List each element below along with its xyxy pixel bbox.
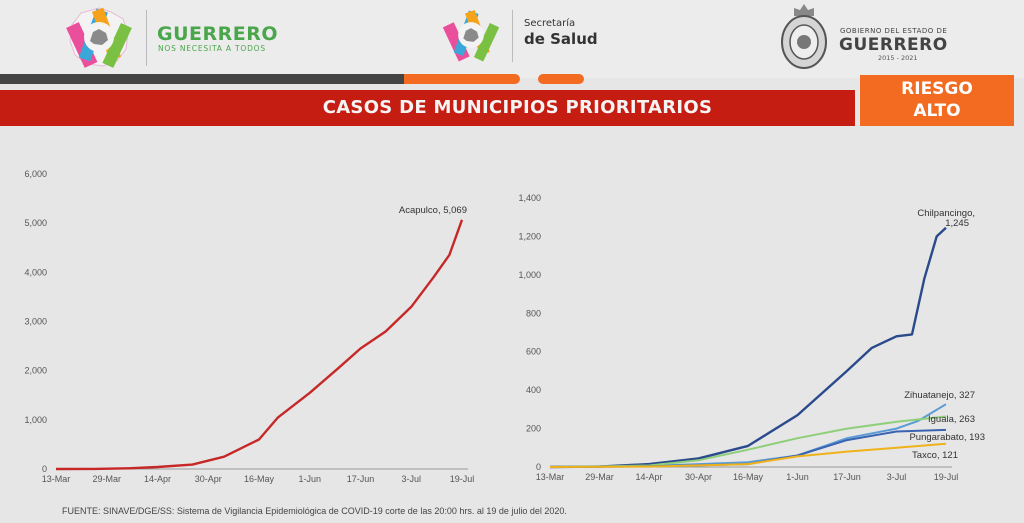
series-label-acapulco: Acapulco, 5,069	[399, 205, 467, 216]
header-divider	[146, 10, 147, 66]
secretaria-logo-icon	[442, 9, 500, 62]
x-tick-label: 1-Jun	[298, 474, 321, 484]
x-tick-label: 16-May	[733, 472, 764, 482]
series-label-zihuatanejo: Zihuatanejo, 327	[904, 390, 975, 401]
x-tick-label: 3-Jul	[401, 474, 421, 484]
secretaria-divider	[512, 10, 513, 62]
x-tick-label: 3-Jul	[887, 472, 907, 482]
x-tick-label: 30-Apr	[195, 474, 222, 484]
risk-line2: ALTO	[913, 101, 961, 121]
x-tick-label: 30-Apr	[685, 472, 712, 482]
guerrero-tagline: NOS NECESITA A TODOS	[158, 44, 266, 53]
x-tick-label: 29-Mar	[585, 472, 614, 482]
gobierno-years: 2015 - 2021	[878, 54, 918, 62]
series-line-iguala	[549, 415, 947, 468]
y-tick-label: 0	[42, 464, 47, 474]
source-footnote: FUENTE: SINAVE/DGE/SS: Sistema de Vigila…	[62, 506, 567, 516]
secretaria-line1: Secretaría	[524, 18, 576, 29]
municipios-chart: 0 200 400 600 800 1,000 1,200 1,400 13-Mar 29-Mar…	[518, 193, 985, 482]
series-label-iguala: Iguala, 263	[928, 414, 975, 425]
y-tick-label: 5,000	[24, 218, 47, 228]
series-label-taxco: Taxco, 121	[912, 450, 958, 461]
secretaria-line2: de Salud	[524, 30, 598, 48]
guerrero-brand: GUERRERO	[157, 23, 279, 45]
y-tick-label: 400	[526, 385, 541, 395]
series-value-chilpancingo: 1,245	[945, 218, 969, 229]
x-tick-label: 13-Mar	[42, 474, 71, 484]
series-label-chilpancingo: Chilpancingo,	[917, 208, 975, 219]
series-line-taxco	[549, 442, 947, 468]
y-tick-label: 1,000	[24, 415, 47, 425]
x-tick-label: 17-Jun	[347, 474, 375, 484]
risk-line1: RIESGO	[901, 79, 973, 99]
y-tick-label: 600	[526, 347, 541, 357]
y-tick-label: 4,000	[24, 267, 47, 277]
x-tick-label: 13-Mar	[536, 472, 565, 482]
y-tick-label: 0	[536, 462, 541, 472]
x-tick-label: 16-May	[244, 474, 275, 484]
series-line-chilpancingo	[549, 226, 947, 469]
header: GUERRERO NOS NECESITA A TODOS Secretaría…	[0, 0, 1024, 78]
y-tick-label: 6,000	[24, 169, 47, 179]
x-tick-label: 29-Mar	[92, 474, 121, 484]
y-tick-label: 1,200	[518, 231, 541, 241]
x-tick-label: 19-Jul	[450, 474, 475, 484]
orange-pill	[538, 74, 584, 84]
series-label-pungarabato: Pungarabato, 193	[909, 432, 985, 443]
x-tick-label: 19-Jul	[934, 472, 959, 482]
series-line-zihuatanejo	[549, 403, 947, 468]
x-tick-label: 14-Apr	[144, 474, 171, 484]
gobierno-line2: GUERRERO	[839, 35, 948, 55]
title-bar: CASOS DE MUNICIPIOS PRIORITARIOS	[0, 90, 855, 126]
y-tick-label: 1,400	[518, 193, 541, 203]
x-tick-label: 17-Jun	[833, 472, 861, 482]
gobierno-line1: GOBIERNO DEL ESTADO DE	[840, 27, 948, 35]
x-tick-label: 1-Jun	[786, 472, 809, 482]
risk-badge: RIESGO ALTO	[860, 75, 1014, 126]
y-tick-label: 2,000	[24, 366, 47, 376]
y-tick-label: 200	[526, 424, 541, 434]
y-tick-label: 1,000	[518, 270, 541, 280]
y-tick-label: 800	[526, 308, 541, 318]
orange-stripe	[404, 74, 520, 84]
series-line-acapulco	[55, 219, 464, 471]
y-tick-label: 3,000	[24, 317, 47, 327]
page-title: CASOS DE MUNICIPIOS PRIORITARIOS	[322, 97, 713, 118]
dark-stripe	[0, 74, 404, 84]
guerrero-logo-icon	[66, 7, 132, 68]
x-tick-label: 14-Apr	[635, 472, 662, 482]
acapulco-chart: 0 1,000 2,000 3,000 4,000 5,000 6,000 13-Mar 29-…	[24, 169, 475, 484]
gobierno-seal-icon	[781, 4, 827, 69]
